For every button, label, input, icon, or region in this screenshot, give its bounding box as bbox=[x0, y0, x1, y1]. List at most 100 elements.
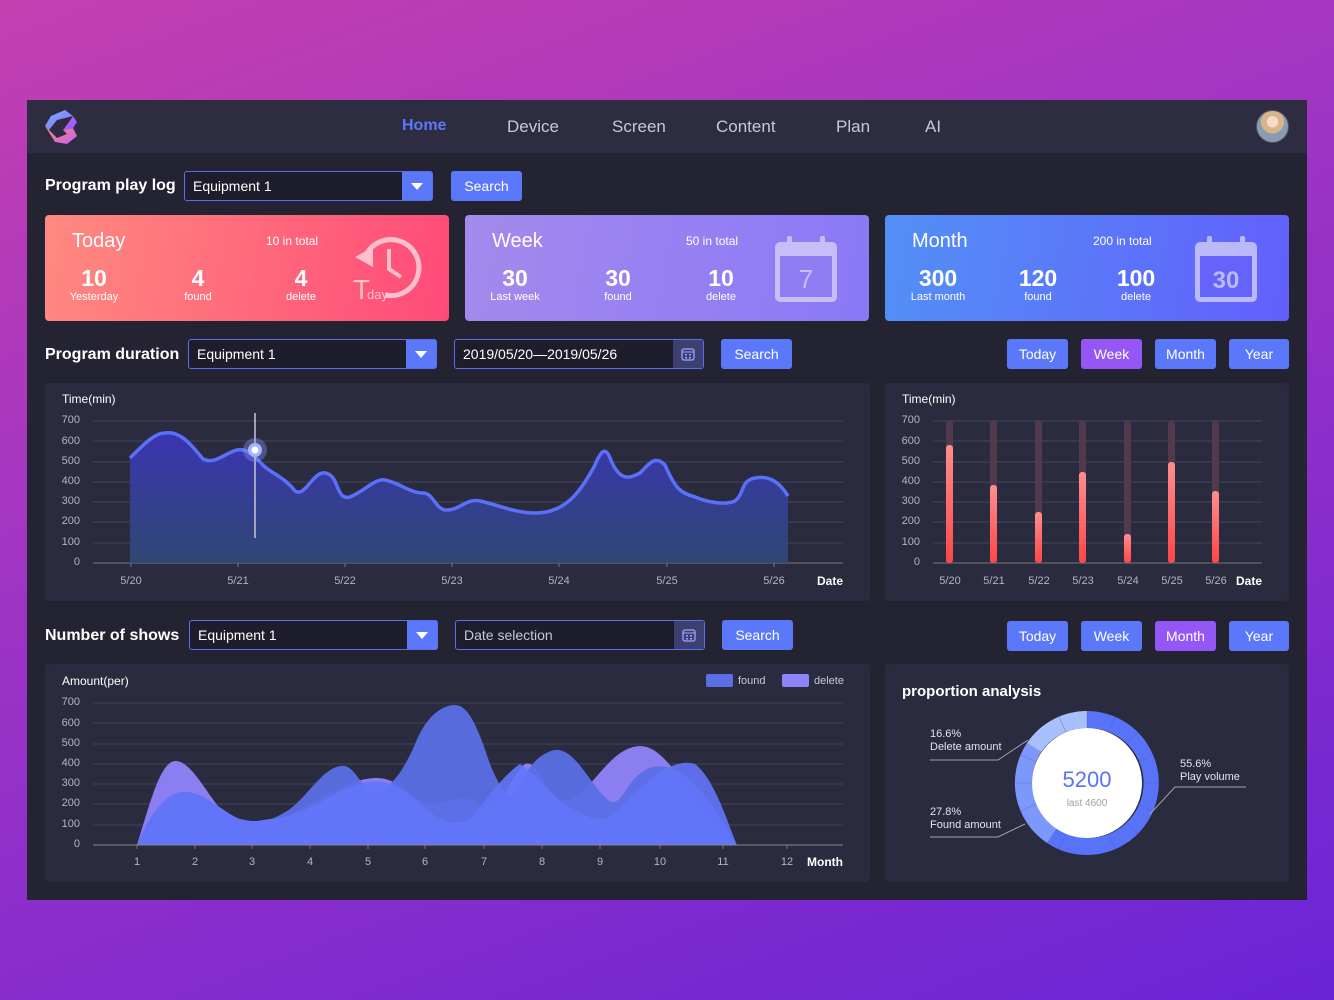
svg-text:7: 7 bbox=[799, 264, 813, 294]
bar-5-24 bbox=[1124, 534, 1131, 563]
label-name: Found amount bbox=[930, 819, 1001, 831]
date-range-value: 2019/05/20—2019/05/26 bbox=[463, 346, 618, 362]
x-tick: 5/26 bbox=[1205, 575, 1227, 587]
label-delete-amount: 16.6% Delete amount bbox=[930, 728, 1002, 754]
chevron-down-icon[interactable] bbox=[402, 172, 432, 200]
shows-search-button[interactable]: Search bbox=[722, 620, 793, 650]
y-tick: 600 bbox=[61, 717, 80, 729]
duration-date-range-input[interactable]: 2019/05/20—2019/05/26 bbox=[454, 339, 704, 369]
metric-delete: 4 delete bbox=[261, 265, 341, 304]
y-tick: 300 bbox=[61, 495, 80, 507]
user-avatar[interactable] bbox=[1256, 110, 1289, 143]
nav-screen[interactable]: Screen bbox=[612, 117, 666, 136]
donut-center-sub: last 4600 bbox=[1066, 798, 1108, 809]
metric-value: 300 bbox=[918, 265, 958, 291]
metric-value: 4 bbox=[191, 265, 205, 291]
svg-text:30: 30 bbox=[1213, 267, 1240, 294]
chevron-down-icon[interactable] bbox=[406, 340, 436, 368]
card-total: 10 in total bbox=[266, 234, 319, 248]
logo-icon[interactable] bbox=[43, 108, 79, 146]
x-tick: 5/23 bbox=[1072, 575, 1094, 587]
line-chart-plot bbox=[93, 413, 843, 567]
y-tick: 500 bbox=[61, 737, 80, 749]
y-tick: 200 bbox=[61, 797, 80, 809]
bar-5-22 bbox=[1035, 512, 1042, 563]
y-tick: 700 bbox=[61, 414, 80, 426]
metric-label: Last week bbox=[490, 291, 540, 303]
duration-period-month[interactable]: Month bbox=[1155, 339, 1216, 369]
stat-card-week: Week 50 in total 30 Last week 30 found 1… bbox=[465, 215, 869, 321]
highlight-point bbox=[251, 446, 259, 454]
legend-delete[interactable]: delete bbox=[782, 674, 844, 687]
metric-delete: 100 delete bbox=[1096, 265, 1176, 304]
metric-value: 120 bbox=[1018, 265, 1058, 291]
duration-period-week[interactable]: Week bbox=[1081, 339, 1142, 369]
segment-found-amount bbox=[1014, 743, 1057, 843]
x-tick: 8 bbox=[538, 856, 546, 868]
metric-value: 10 bbox=[708, 265, 734, 291]
y-tick: 100 bbox=[901, 536, 920, 548]
x-tick: 3 bbox=[248, 856, 256, 868]
nav-home[interactable]: Home bbox=[402, 117, 447, 134]
metric-label: delete bbox=[286, 291, 316, 303]
duration-period-year[interactable]: Year bbox=[1229, 339, 1289, 369]
bar-chart-plot bbox=[933, 420, 1262, 564]
nav-ai[interactable]: AI bbox=[925, 117, 942, 136]
play-log-search-button[interactable]: Search bbox=[451, 171, 522, 201]
play-log-equipment-select[interactable]: Equipment 1 bbox=[184, 171, 433, 201]
y-tick: 400 bbox=[61, 757, 80, 769]
label-name: Delete amount bbox=[930, 741, 1002, 753]
card-title: Week bbox=[492, 230, 543, 252]
y-tick: 700 bbox=[61, 696, 80, 708]
x-tick: 9 bbox=[596, 856, 604, 868]
nav-device[interactable]: Device bbox=[507, 117, 559, 136]
label-name: Play volume bbox=[1180, 771, 1240, 783]
shows-date-input[interactable]: Date selection bbox=[455, 620, 705, 650]
nav-content[interactable]: Content bbox=[716, 117, 776, 136]
dashboard-app: Home Device Screen Content Plan AI Progr… bbox=[27, 100, 1307, 900]
shows-period-year[interactable]: Year bbox=[1229, 621, 1289, 651]
x-tick: 5/20 bbox=[120, 575, 142, 587]
legend-label: found bbox=[738, 674, 766, 687]
bar-5-20 bbox=[946, 445, 953, 563]
x-tick: 5/25 bbox=[1161, 575, 1183, 587]
y-tick: 500 bbox=[61, 455, 80, 467]
duration-line-chart: Time(min) 700 600 500 400 300 200 100 0 bbox=[45, 383, 870, 601]
metric-label: delete bbox=[706, 291, 736, 303]
x-tick: 10 bbox=[653, 856, 667, 868]
card-total: 50 in total bbox=[686, 234, 739, 248]
legend-label: delete bbox=[814, 674, 844, 687]
x-tick: 7 bbox=[480, 856, 488, 868]
metric-value: 10 bbox=[81, 265, 107, 291]
calendar-icon[interactable] bbox=[674, 621, 704, 649]
metric-label: delete bbox=[1121, 291, 1151, 303]
metric-value: 30 bbox=[605, 265, 631, 291]
x-axis-label: Month bbox=[807, 855, 843, 869]
shows-period-week[interactable]: Week bbox=[1081, 621, 1142, 651]
x-tick: 5/20 bbox=[939, 575, 961, 587]
shows-period-today[interactable]: Today bbox=[1007, 621, 1068, 651]
x-tick: 5/26 bbox=[763, 575, 785, 587]
chevron-down-icon[interactable] bbox=[407, 621, 437, 649]
y-tick: 400 bbox=[901, 475, 920, 487]
y-tick: 500 bbox=[901, 455, 920, 467]
stat-card-month: Month 200 in total 300 Last month 120 fo… bbox=[885, 215, 1289, 321]
x-tick: 11 bbox=[717, 856, 729, 868]
y-tick: 100 bbox=[61, 536, 80, 548]
legend-swatch bbox=[706, 674, 733, 687]
y-tick: 0 bbox=[73, 556, 80, 568]
duration-equipment-select[interactable]: Equipment 1 bbox=[188, 339, 437, 369]
panel-title: proportion analysis bbox=[902, 683, 1042, 700]
duration-search-button[interactable]: Search bbox=[721, 339, 792, 369]
duration-period-today[interactable]: Today bbox=[1007, 339, 1068, 369]
shows-period-month[interactable]: Month bbox=[1155, 621, 1216, 651]
calendar-icon[interactable] bbox=[673, 340, 703, 368]
y-axis-label: Time(min) bbox=[62, 392, 116, 406]
select-value: Equipment 1 bbox=[198, 627, 277, 643]
nav-plan[interactable]: Plan bbox=[836, 117, 871, 136]
area-chart-plot bbox=[93, 702, 843, 849]
x-tick: 2 bbox=[191, 856, 199, 868]
legend-found[interactable]: found bbox=[706, 674, 766, 687]
y-tick: 400 bbox=[61, 475, 80, 487]
shows-equipment-select[interactable]: Equipment 1 bbox=[189, 620, 438, 650]
